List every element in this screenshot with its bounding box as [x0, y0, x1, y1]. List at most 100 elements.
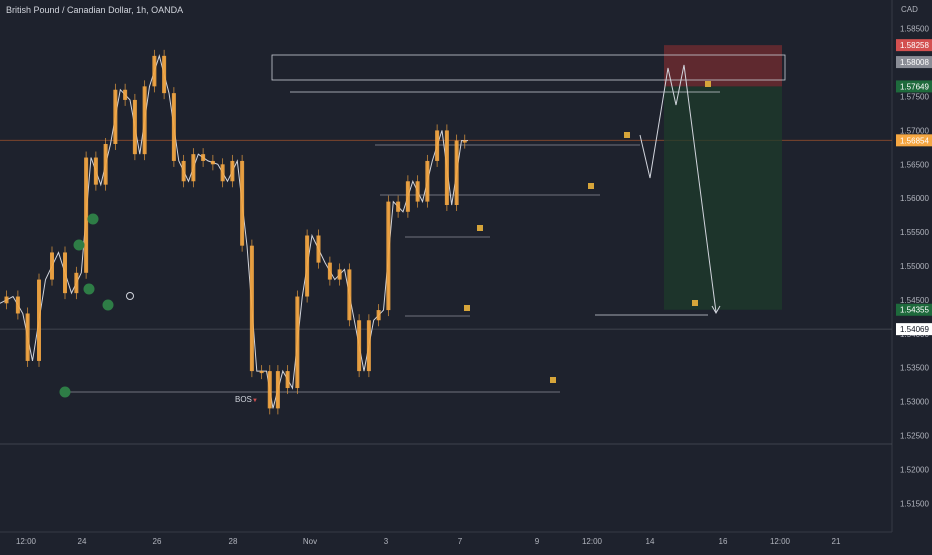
candle-body — [275, 371, 280, 409]
price-tick-label: 1.52500 — [900, 432, 929, 441]
price-label-text: 1.54069 — [900, 325, 929, 334]
candle-body — [376, 310, 381, 321]
candle-body — [63, 252, 67, 294]
price-tick-label: 1.53500 — [900, 364, 929, 373]
candle-body — [327, 262, 332, 280]
candle-body — [405, 181, 410, 212]
candle-body — [50, 252, 54, 280]
price-label-box — [896, 303, 932, 316]
price-tick-label: 1.55000 — [900, 262, 929, 271]
candle-body — [152, 55, 157, 87]
time-tick-label: Nov — [303, 537, 317, 546]
take-profit-zone — [664, 86, 782, 310]
currency-label: CAD — [901, 5, 918, 14]
candle-body — [74, 272, 79, 294]
price-tick-label: 1.58500 — [900, 25, 929, 34]
price-label-box — [896, 80, 932, 93]
projection-path — [639, 64, 717, 313]
time-tick-label: 16 — [719, 537, 728, 546]
candle-body — [366, 320, 371, 372]
price-label-text: 1.57649 — [900, 82, 929, 91]
candle-body — [267, 371, 272, 409]
time-tick-label: 3 — [384, 537, 389, 546]
pivot-marker — [87, 213, 99, 225]
candle-body — [123, 89, 128, 100]
candle-body — [25, 313, 30, 361]
price-tick-label: 1.54500 — [900, 296, 929, 305]
candle-body — [84, 157, 89, 273]
price-tick-label: 1.56500 — [900, 160, 929, 169]
price-tick-label: 1.55500 — [900, 228, 929, 237]
candle-body — [93, 157, 98, 185]
candle-body — [249, 245, 254, 372]
candle-body — [454, 140, 459, 205]
price-tick-label: 1.56000 — [900, 194, 929, 203]
candle-body — [259, 371, 264, 374]
lock-icon — [692, 300, 698, 306]
supply-zone-box — [271, 54, 786, 81]
candle-body — [316, 235, 321, 263]
candle-body — [230, 160, 235, 182]
price-label-text: 1.58008 — [900, 58, 929, 67]
candle-body — [142, 86, 147, 155]
lock-icon — [588, 183, 594, 189]
candle-body — [15, 296, 20, 314]
price-tick-label: 1.52000 — [900, 465, 929, 474]
lock-icon — [464, 305, 470, 311]
price-label-box — [896, 39, 932, 52]
time-tick-label: 26 — [153, 537, 162, 546]
candle-body — [444, 130, 449, 205]
price-label-box — [896, 323, 932, 336]
time-tick-label: 12:00 — [582, 537, 603, 546]
price-tick-label: 1.53000 — [900, 398, 929, 407]
candle-body — [191, 154, 196, 182]
candle-body — [171, 93, 176, 161]
candle-body — [201, 154, 206, 161]
time-tick-label: 28 — [229, 537, 238, 546]
candle-body — [37, 279, 41, 361]
time-tick-label: 9 — [535, 537, 540, 546]
lock-icon — [550, 377, 556, 383]
candle-body — [4, 296, 9, 304]
candle-body — [132, 99, 137, 155]
pivot-marker — [83, 283, 95, 295]
candle-body — [357, 320, 362, 372]
time-tick-label: 12:00 — [16, 537, 37, 546]
candle-body — [396, 201, 401, 212]
lock-icon — [477, 225, 483, 231]
candle-body — [210, 160, 215, 165]
price-label-text: 1.56854 — [900, 136, 929, 145]
price-label-box — [896, 56, 932, 69]
price-tick-label: 1.51500 — [900, 499, 929, 508]
candle-body — [386, 201, 391, 311]
time-tick-label: 21 — [832, 537, 841, 546]
candle-body — [305, 235, 310, 297]
lock-icon — [624, 132, 630, 138]
candle-body — [113, 89, 118, 144]
candle-body — [337, 269, 342, 280]
pivot-marker — [73, 239, 85, 251]
price-line — [0, 54, 468, 409]
time-tick-label: 14 — [646, 537, 655, 546]
candle-body — [295, 296, 300, 389]
lock-icon — [705, 81, 711, 87]
bos-marker: ▼ — [252, 398, 258, 404]
pivot-marker — [59, 386, 71, 398]
projection-arrowhead — [711, 305, 721, 315]
candle-body — [415, 181, 420, 202]
candle-body — [103, 143, 108, 185]
candle-body — [162, 55, 167, 94]
candle-body — [435, 130, 440, 161]
time-tick-label: 12:00 — [770, 537, 791, 546]
time-tick-label: 24 — [78, 537, 87, 546]
price-tick-label: 1.57000 — [900, 126, 929, 135]
candle-body — [220, 164, 225, 182]
time-tick-label: 7 — [458, 537, 463, 546]
candle-body — [285, 371, 290, 389]
price-label-box — [896, 134, 932, 147]
price-tick-label: 1.57500 — [900, 93, 929, 102]
bos-label: BOS — [235, 395, 252, 404]
chart-title: British Pound / Canadian Dollar, 1h, OAN… — [6, 5, 184, 15]
